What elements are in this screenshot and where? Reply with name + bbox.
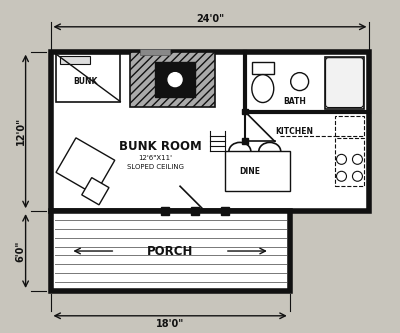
Text: BATH: BATH <box>283 97 306 106</box>
Text: 12'6"X11': 12'6"X11' <box>138 155 172 162</box>
Bar <box>334 139 364 186</box>
Polygon shape <box>82 177 109 205</box>
Polygon shape <box>56 138 115 195</box>
Bar <box>252 62 274 74</box>
Circle shape <box>168 73 182 87</box>
Bar <box>161 207 169 215</box>
Text: KITCHEN: KITCHEN <box>276 127 314 136</box>
Text: 18'0": 18'0" <box>156 319 184 329</box>
Bar <box>221 207 229 215</box>
Text: BUNK: BUNK <box>73 77 98 86</box>
Bar <box>242 109 248 115</box>
Text: 24'0": 24'0" <box>196 14 224 24</box>
Bar <box>334 117 364 137</box>
Ellipse shape <box>291 73 309 91</box>
Text: BUNK ROOM: BUNK ROOM <box>119 140 202 153</box>
Bar <box>130 52 215 107</box>
Bar <box>56 54 120 102</box>
FancyBboxPatch shape <box>326 58 364 108</box>
Bar <box>140 49 170 55</box>
Bar <box>50 52 370 211</box>
Text: DINE: DINE <box>239 167 260 176</box>
Bar <box>191 207 199 215</box>
Text: 6'0": 6'0" <box>16 240 26 262</box>
Bar <box>50 211 290 291</box>
Bar <box>242 139 248 145</box>
Text: SLOPED CEILING: SLOPED CEILING <box>127 164 184 170</box>
Bar <box>225 152 290 191</box>
Bar <box>324 57 364 109</box>
Ellipse shape <box>252 75 274 103</box>
Text: 12'0": 12'0" <box>16 117 26 146</box>
Text: PORCH: PORCH <box>147 244 193 257</box>
Bar <box>155 62 195 97</box>
Bar <box>60 56 90 64</box>
